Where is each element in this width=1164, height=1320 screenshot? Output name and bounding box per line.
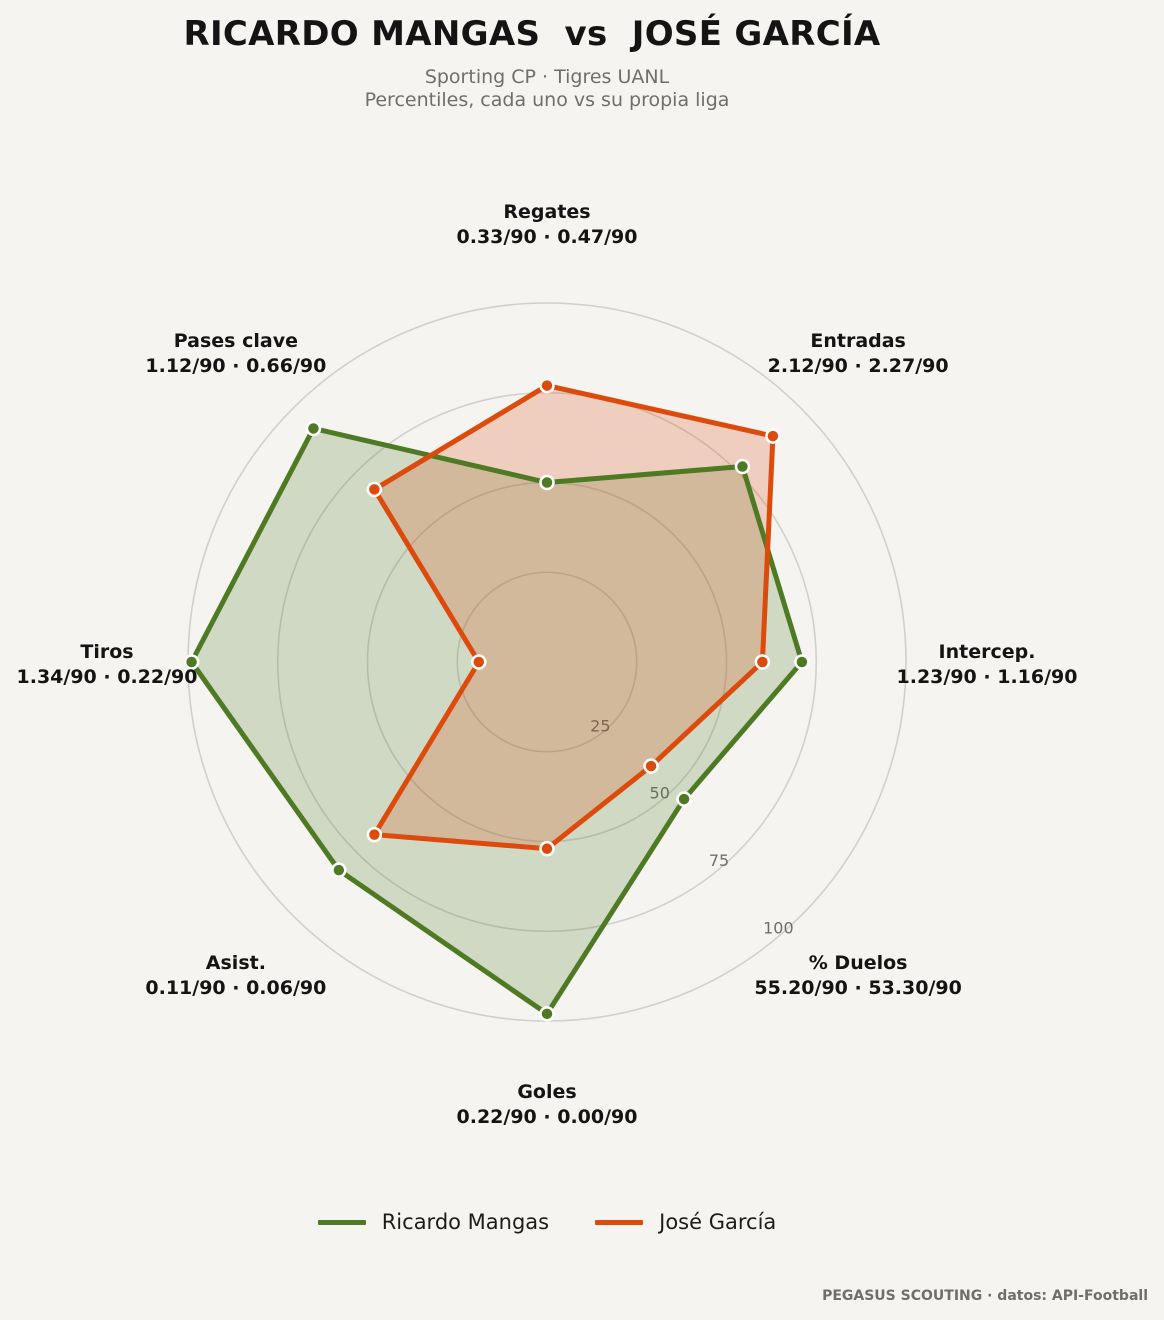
series-2-point-6 bbox=[366, 826, 383, 843]
series-1-point-8 bbox=[305, 420, 322, 437]
series-2-point-2 bbox=[765, 428, 781, 444]
chart-title: RICARDO MANGAS vs JOSÉ GARCÍA bbox=[183, 14, 881, 54]
ring-tick-label-2: 50 bbox=[650, 784, 670, 803]
axis-label-3: Intercep. bbox=[939, 641, 1036, 663]
legend-item-series-1: Ricardo Mangas bbox=[317, 1210, 550, 1234]
axis-values-7: 1.34/90 · 0.22/90 bbox=[17, 666, 198, 688]
series-1-point-2 bbox=[734, 458, 751, 475]
axis-values-6: 0.11/90 · 0.06/90 bbox=[145, 977, 326, 999]
series-2-point-8 bbox=[366, 481, 383, 498]
axis-values-5: 0.22/90 · 0.00/90 bbox=[457, 1106, 638, 1128]
series-1-point-1 bbox=[539, 474, 555, 491]
axis-values-2: 2.12/90 · 2.27/90 bbox=[768, 355, 949, 377]
legend-label-series-1: Ricardo Mangas bbox=[381, 1210, 550, 1234]
axis-label-7: Tiros bbox=[80, 641, 133, 663]
series-fill-2 bbox=[374, 385, 773, 849]
ring-tick-label-3: 75 bbox=[709, 851, 729, 870]
series-1-point-4 bbox=[676, 791, 692, 807]
legend-swatch-series-2 bbox=[595, 1219, 644, 1225]
axis-label-5: Goles bbox=[517, 1081, 576, 1103]
ring-tick-label-1: 25 bbox=[590, 716, 610, 735]
footer-credit: PEGASUS SCOUTING · datos: API-Football bbox=[822, 1288, 1148, 1304]
axis-values-8: 1.12/90 · 0.66/90 bbox=[145, 355, 326, 377]
axis-label-2: Entradas bbox=[810, 330, 906, 352]
grid-ring-1 bbox=[456, 571, 638, 753]
series-2-point-4 bbox=[643, 758, 659, 774]
series-2-point-3 bbox=[754, 654, 771, 670]
series-2-point-7 bbox=[471, 654, 487, 670]
series-2-point-5 bbox=[539, 840, 555, 857]
axis-values-3: 1.23/90 · 1.16/90 bbox=[897, 666, 1078, 688]
chart-subtitle-description: Percentiles, cada uno vs su propia liga bbox=[364, 89, 730, 111]
chart-subtitle-teams: Sporting CP · Tigres UANL bbox=[424, 66, 670, 88]
series-1-point-3 bbox=[794, 654, 810, 670]
ring-tick-label-4: 100 bbox=[763, 918, 794, 937]
legend-item-series-2: José García bbox=[595, 1210, 776, 1234]
series-2-point-1 bbox=[539, 377, 555, 394]
series-1-point-6 bbox=[331, 862, 347, 878]
series-1-point-5 bbox=[539, 1006, 555, 1022]
axis-label-4: % Duelos bbox=[809, 952, 908, 974]
legend: Ricardo Mangas José García bbox=[0, 1210, 1094, 1234]
axis-values-1: 0.33/90 · 0.47/90 bbox=[457, 226, 638, 248]
series-1-point-7 bbox=[183, 654, 200, 670]
axis-values-4: 55.20/90 · 53.30/90 bbox=[754, 977, 961, 999]
legend-swatch-series-1 bbox=[317, 1219, 366, 1225]
axis-label-8: Pases clave bbox=[174, 330, 298, 352]
legend-label-series-2: José García bbox=[659, 1210, 777, 1234]
axis-label-6: Asist. bbox=[206, 952, 266, 974]
axis-label-1: Regates bbox=[503, 201, 590, 223]
